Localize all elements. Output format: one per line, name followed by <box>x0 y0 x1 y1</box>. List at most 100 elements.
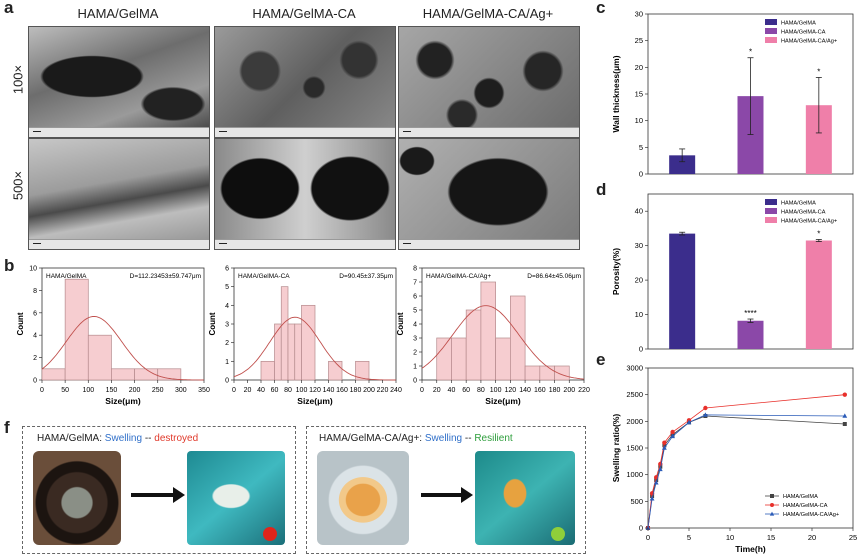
histogram-bar <box>510 295 526 381</box>
legend-marker <box>770 494 774 498</box>
panel-label-c: c <box>596 0 606 17</box>
gaussian-fit-curve <box>421 305 585 380</box>
data-point <box>686 419 692 425</box>
sad-face-icon <box>263 527 277 541</box>
panel-label-d: d <box>596 180 607 199</box>
happy-face-icon <box>551 527 565 541</box>
size-annotation: D=90.45±37.35μm <box>339 273 393 280</box>
y-tick-label: 1 <box>225 359 229 366</box>
legend-label: HAMA/GelMA-CA/Ag+ <box>781 39 837 45</box>
x-tick-label: 250 <box>152 387 164 394</box>
bar-2 <box>737 320 764 349</box>
x-tick-label: 50 <box>61 387 69 394</box>
y-tick-label: 2 <box>33 355 37 362</box>
legend-label: HAMA/GelMA <box>781 201 816 207</box>
histogram-bar <box>436 337 452 381</box>
histogram-bar <box>64 278 89 381</box>
x-tick-label: 40 <box>448 387 456 394</box>
x-tick-label: 60 <box>271 387 279 394</box>
x-tick-label: 160 <box>534 387 546 394</box>
chart-title: HAMA/GelMA-CA/Ag+ <box>426 273 491 280</box>
data-point <box>703 405 708 411</box>
histogram-bar <box>495 337 511 381</box>
legend-label: HAMA/GelMA-CA <box>781 30 826 36</box>
sem-row-label-100x: 100× <box>10 64 26 95</box>
y-tick-label: 1500 <box>626 444 643 453</box>
y-tick-label: 20 <box>635 63 643 72</box>
panel-f-left-sep: -- <box>142 433 155 444</box>
x-tick-label: 100 <box>82 387 94 394</box>
x-tick-label: 5 <box>687 533 691 542</box>
x-tick-label: 20 <box>808 533 816 542</box>
histogram-bar <box>355 360 370 381</box>
x-tick-label: 25 <box>849 533 857 542</box>
legend-label: HAMA/GelMA-CA <box>783 503 828 509</box>
histogram-bar <box>451 337 467 381</box>
y-axis-label: Porosity(%) <box>611 248 621 295</box>
histogram-bar <box>280 286 289 381</box>
panel-f-right-swelling: Swelling <box>424 433 463 444</box>
panel-label-f: f <box>4 418 10 437</box>
size-annotation: D=86.64±45.06μm <box>527 273 581 280</box>
y-axis-label: Wall thickness(μm) <box>611 55 621 132</box>
x-tick-label: 140 <box>519 387 531 394</box>
sem-column-title-1: HAMA/GelMA <box>77 6 159 21</box>
y-tick-label: 6 <box>413 294 417 301</box>
y-axis-label: Count <box>208 312 217 335</box>
x-tick-label: 15 <box>767 533 775 542</box>
x-tick-label: 220 <box>377 387 389 394</box>
significance-mark: * <box>817 67 820 76</box>
histogram-bar <box>328 360 343 381</box>
chart-size-distribution-gelma-ca: 0 20 40 60 80 100 120 140 160 180 200 220 240 0 1 2 3 4 5 6… <box>208 266 402 407</box>
bar-1 <box>669 233 696 349</box>
data-point <box>842 422 847 426</box>
chart-swelling-ratio: 0 5 10 15 20 25 0 500 1000 1500 2000 2500 3000 Time(h… <box>611 364 857 555</box>
chart-porosity: *****010203040Porosity(%)HAMA/GelMAHAMA/… <box>611 193 854 354</box>
x-tick-label: 120 <box>505 387 517 394</box>
y-tick-label: 1000 <box>626 470 643 479</box>
y-tick-label: 6 <box>33 310 37 317</box>
y-tick-label: 0 <box>639 345 643 354</box>
size-annotation: D=112.23453±59.747μm <box>130 273 201 280</box>
y-tick-label: 0 <box>413 378 417 385</box>
x-tick-label: 80 <box>284 387 292 394</box>
x-tick-label: 150 <box>106 387 118 394</box>
data-point <box>645 525 651 530</box>
histogram-bar <box>301 304 316 381</box>
sem-image-gelma-100x <box>28 26 210 138</box>
x-tick-label: 160 <box>336 387 348 394</box>
histogram-bar <box>260 360 275 381</box>
y-tick-label: 5 <box>413 308 417 315</box>
x-tick-label: 300 <box>175 387 187 394</box>
sem-image-gelma-ca-ag-500x <box>398 138 580 250</box>
chart-wall-thickness: * * 0 5 10 15 20 25 30 Wall thickness(μm) HAMA/Gel… <box>611 10 854 179</box>
y-tick-label: 3 <box>225 322 229 329</box>
arrow-icon <box>421 493 465 497</box>
y-tick-label: 10 <box>635 310 643 319</box>
y-tick-label: 500 <box>630 497 643 506</box>
x-tick-label: 10 <box>726 533 734 542</box>
legend-label: HAMA/GelMA <box>783 494 818 500</box>
histogram-bar <box>465 309 482 381</box>
sem-image-gelma-ca-500x <box>214 138 396 250</box>
data-point <box>658 464 663 469</box>
panel-f-left-swelling: Swelling <box>104 433 143 444</box>
x-tick-label: 200 <box>563 387 575 394</box>
y-tick-label: 10 <box>29 266 37 273</box>
chart-size-distribution-gelma-ca-ag: 0 20 40 60 80 100 120 140 160 180 200 220 0 1 2 3 4 5 6 7 8 S… <box>396 266 590 407</box>
sem-image-gelma-500x <box>28 138 210 250</box>
x-tick-label: 180 <box>549 387 561 394</box>
panel-label-e: e <box>596 350 606 369</box>
x-axis-label: Time(h) <box>735 544 766 554</box>
bar-3 <box>805 240 832 349</box>
x-tick-label: 140 <box>323 387 335 394</box>
y-tick-label: 25 <box>635 36 643 45</box>
sem-column-title-3: HAMA/GelMA-CA/Ag+ <box>422 6 554 21</box>
x-tick-label: 0 <box>232 387 236 394</box>
y-tick-label: 7 <box>413 280 417 287</box>
x-axis-label: Size(μm) <box>105 396 141 406</box>
data-point <box>670 433 675 439</box>
y-tick-label: 2500 <box>626 390 643 399</box>
arrow-head-icon <box>461 487 473 503</box>
y-axis-label: Count <box>396 312 405 335</box>
